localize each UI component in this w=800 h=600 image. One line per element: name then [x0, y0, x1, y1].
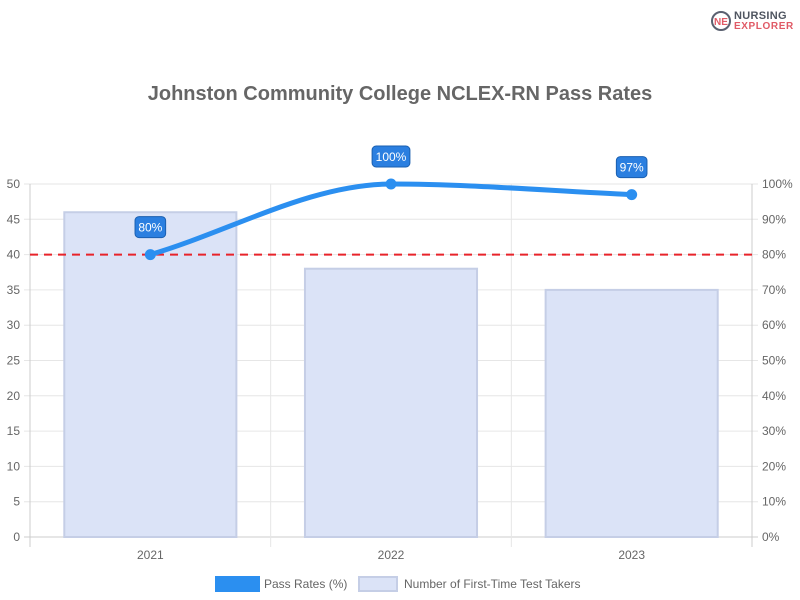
- data-label: 100%: [376, 150, 407, 164]
- legend-label-test-takers: Number of First-Time Test Takers: [404, 577, 580, 591]
- y-right-tick-label: 50%: [762, 354, 786, 368]
- y-left-tick-label: 15: [7, 424, 21, 438]
- y-left-tick-label: 5: [13, 495, 20, 509]
- y-right-tick-label: 90%: [762, 212, 786, 226]
- y-right-tick-label: 10%: [762, 495, 786, 509]
- brand-badge-text: NE: [714, 17, 728, 28]
- brand-name-line1: NURSING: [734, 10, 787, 22]
- pass-rate-point: [626, 189, 638, 201]
- y-left-tick-label: 0: [13, 530, 20, 544]
- data-label-box: [615, 156, 648, 179]
- y-right-tick-label: 60%: [762, 318, 786, 332]
- legend: Pass Rates (%) Number of First-Time Test …: [215, 576, 580, 592]
- data-label-box: [134, 216, 167, 239]
- y-right-tick-label: 80%: [762, 248, 786, 262]
- brand-badge-icon: NE: [711, 11, 731, 31]
- y-left-tick-label: 30: [7, 318, 21, 332]
- x-tick-label: 2021: [137, 548, 164, 562]
- y-left-tick-label: 45: [7, 212, 21, 226]
- chart-title: Johnston Community College NCLEX-RN Pass…: [148, 83, 653, 105]
- data-label: 97%: [620, 161, 644, 175]
- y-right-tick-label: 70%: [762, 283, 786, 297]
- brand-logo: NE NURSING EXPLORER: [710, 9, 794, 35]
- legend-swatch-test-takers: [358, 576, 398, 592]
- x-tick-label: 2022: [378, 548, 405, 562]
- y-left-tick-label: 50: [7, 177, 21, 191]
- brand-name-line2: EXPLORER: [734, 21, 794, 32]
- bar: [544, 288, 719, 538]
- data-label-box: [371, 145, 411, 168]
- line-layer: 80% 100% 97%: [134, 145, 648, 261]
- pass-rate-point: [144, 249, 156, 261]
- y-right-tick-label: 20%: [762, 459, 786, 473]
- bar: [63, 211, 238, 539]
- y-right-tick-label: 30%: [762, 424, 786, 438]
- axis-layer: 0 5 10 15 20 25 30 35 40 45 50 0% 10% 20% 30% 40% 50% 60%…: [7, 177, 793, 562]
- legend-label-pass-rates: Pass Rates (%): [264, 577, 347, 591]
- y-right-tick-label: 100%: [762, 177, 793, 191]
- y-left-tick-label: 25: [7, 354, 21, 368]
- legend-swatch-pass-rates: [215, 576, 260, 592]
- bars-layer: [63, 211, 719, 539]
- y-left-tick-label: 20: [7, 389, 21, 403]
- y-left-tick-label: 40: [7, 248, 21, 262]
- bar: [303, 267, 479, 538]
- x-tick-label: 2023: [618, 548, 645, 562]
- y-right-tick-label: 40%: [762, 389, 786, 403]
- y-right-tick-label: 0%: [762, 530, 780, 544]
- pass-rate-point: [385, 178, 397, 190]
- data-label: 80%: [138, 221, 162, 235]
- y-left-tick-label: 10: [7, 459, 21, 473]
- y-left-tick-label: 35: [7, 283, 21, 297]
